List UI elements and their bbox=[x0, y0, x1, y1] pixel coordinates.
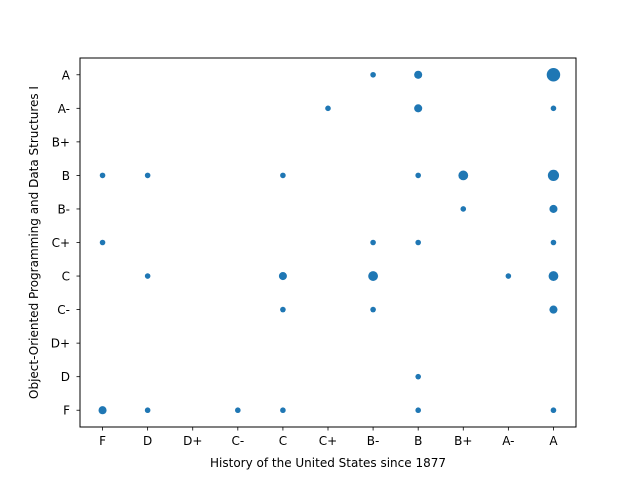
point-a-b bbox=[547, 169, 560, 182]
point-b-cplus bbox=[415, 239, 421, 246]
point-bplus-bminus bbox=[460, 206, 467, 212]
point-a-cplus bbox=[550, 239, 557, 246]
point-d-f bbox=[144, 407, 151, 414]
y-tick-label-dplus: D+ bbox=[51, 337, 70, 351]
point-d-c bbox=[144, 273, 151, 279]
point-b-a bbox=[414, 70, 423, 79]
y-tick-label-c: C bbox=[62, 270, 70, 284]
point-b-d bbox=[415, 373, 421, 380]
y-tick-label-f: F bbox=[63, 404, 70, 418]
y-tick-label-a: A bbox=[62, 68, 71, 82]
point-a-cminus bbox=[549, 305, 558, 314]
point-c-f bbox=[280, 407, 286, 414]
point-f-b bbox=[99, 172, 106, 179]
y-tick-label-b: B bbox=[62, 169, 70, 183]
x-tick-label-dplus: D+ bbox=[183, 434, 202, 448]
y-axis-label: Object-Oriented Programming and Data Str… bbox=[27, 86, 41, 399]
x-tick-label-a: A bbox=[549, 434, 558, 448]
y-tick-label-cminus: C- bbox=[57, 303, 70, 317]
point-cminus-f bbox=[235, 407, 241, 414]
point-b-b bbox=[415, 172, 421, 179]
point-b-aminus bbox=[414, 104, 423, 113]
point-a-bminus bbox=[549, 204, 558, 213]
point-bminus-cplus bbox=[370, 239, 376, 246]
y-tick-label-aminus: A- bbox=[58, 102, 70, 116]
x-axis-label: History of the United States since 1877 bbox=[210, 456, 446, 470]
point-bminus-cminus bbox=[370, 306, 376, 313]
y-tick-label-bminus: B- bbox=[57, 202, 70, 216]
point-c-b bbox=[280, 172, 286, 179]
point-f-f bbox=[98, 406, 107, 415]
point-bminus-c bbox=[368, 271, 378, 281]
point-d-b bbox=[144, 172, 151, 179]
y-tick-label-cplus: C+ bbox=[52, 236, 70, 250]
point-b-f bbox=[415, 407, 421, 414]
x-tick-label-cminus: C- bbox=[231, 434, 244, 448]
point-a-f bbox=[550, 407, 557, 414]
x-axis: F D D+ C- C C+ B- B B+ A- A bbox=[99, 427, 558, 448]
point-cplus-aminus bbox=[325, 105, 331, 112]
point-aminus-c bbox=[505, 273, 512, 279]
x-tick-label-d: D bbox=[143, 434, 152, 448]
point-bminus-a bbox=[370, 71, 376, 78]
point-a-aminus bbox=[550, 105, 557, 112]
plot-area bbox=[80, 58, 576, 427]
y-axis: F D D+ C- C C+ B- B B+ A- A bbox=[51, 68, 80, 418]
points-layer bbox=[98, 68, 561, 415]
x-tick-label-bplus: B+ bbox=[454, 434, 472, 448]
y-tick-label-bplus: B+ bbox=[52, 135, 70, 149]
x-tick-label-c: C bbox=[279, 434, 287, 448]
point-c-cminus bbox=[280, 306, 286, 313]
x-tick-label-f: F bbox=[99, 434, 106, 448]
point-bplus-b bbox=[458, 170, 469, 181]
point-a-c bbox=[548, 271, 559, 281]
point-c-c bbox=[278, 272, 287, 281]
x-tick-label-b: B bbox=[414, 434, 422, 448]
x-tick-label-cplus: C+ bbox=[319, 434, 337, 448]
point-f-cplus bbox=[99, 239, 106, 246]
point-a-a bbox=[546, 68, 561, 82]
x-tick-label-bminus: B- bbox=[367, 434, 380, 448]
y-tick-label-d: D bbox=[61, 370, 70, 384]
x-tick-label-aminus: A- bbox=[502, 434, 514, 448]
